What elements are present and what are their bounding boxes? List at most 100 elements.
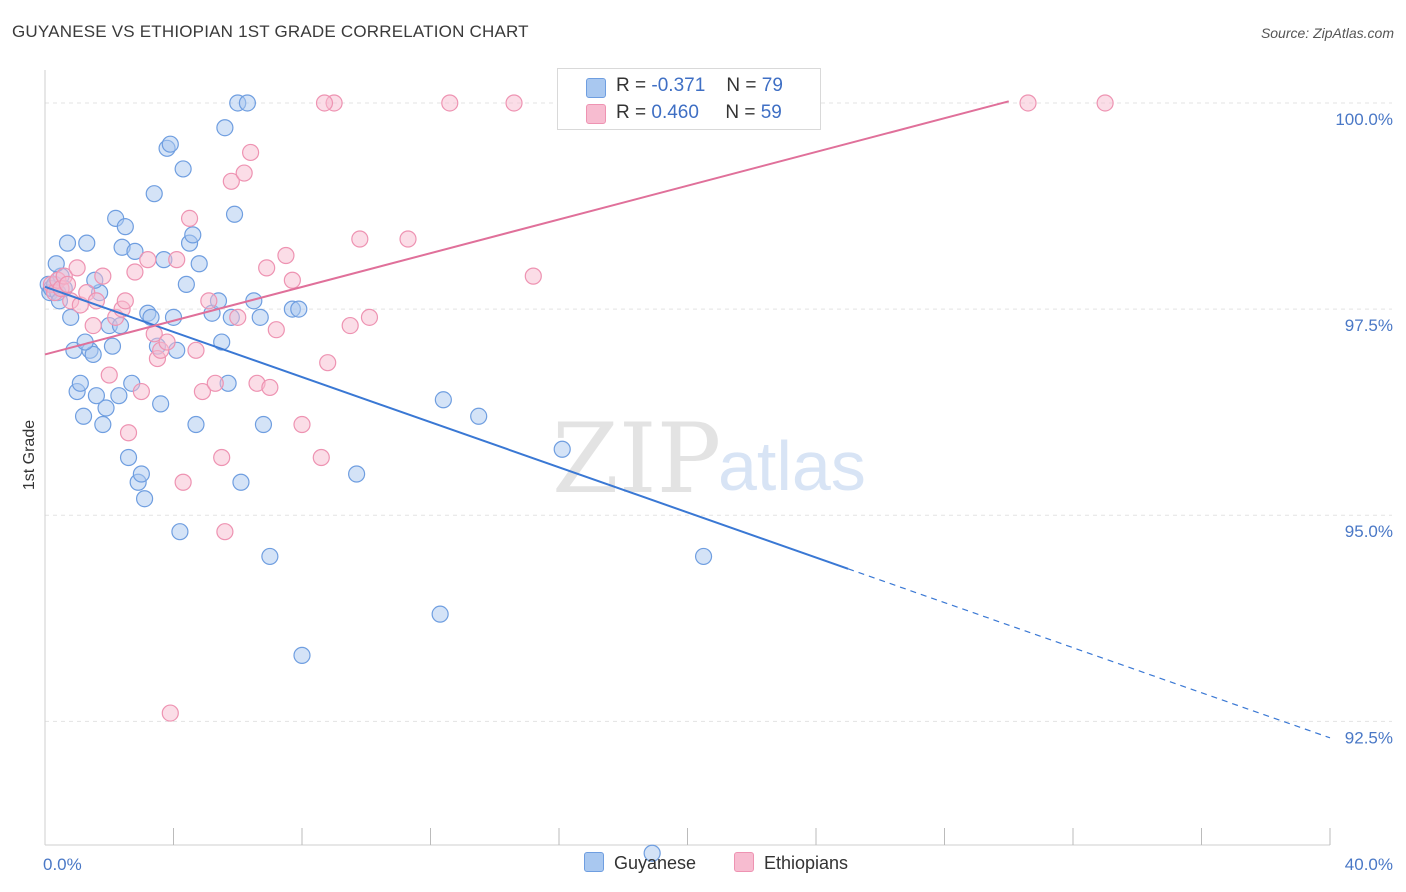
guyanese-point: [553, 440, 571, 458]
ethiopians-point: [293, 415, 311, 434]
ethiopians-point: [229, 308, 247, 326]
guyanese-point: [213, 333, 231, 351]
y-axis-label: 1st Grade: [21, 420, 38, 490]
ethiopians-point: [319, 354, 337, 372]
guyanese-point: [132, 465, 150, 483]
guyanese-point: [348, 465, 366, 483]
guyanese-swatch: [584, 852, 604, 872]
guyanese-point: [171, 523, 189, 541]
guyanese-point: [470, 407, 488, 425]
x-tick-label: 40.0%: [1345, 855, 1393, 874]
guyanese-point: [232, 473, 250, 491]
ethiopians-point: [505, 94, 523, 112]
ethiopians-point: [187, 341, 205, 359]
guyanese-label: Guyanese: [614, 853, 697, 873]
ethiopians-point: [213, 448, 231, 467]
guyanese-point: [225, 205, 244, 223]
guyanese-point: [161, 135, 179, 153]
guyanese-point: [694, 547, 713, 566]
y-tick-label: 100.0%: [1335, 110, 1393, 129]
ethiopians-point: [277, 246, 295, 265]
ethiopians-point: [312, 448, 330, 467]
ethiopians-point: [168, 251, 186, 269]
ethiopians-point: [58, 275, 77, 293]
y-tick-label: 95.0%: [1345, 522, 1393, 541]
guyanese-point: [190, 255, 208, 273]
guyanese-point: [110, 387, 128, 405]
ethiopians-point: [441, 94, 459, 112]
x-tick-label: 0.0%: [43, 855, 82, 874]
guyanese-point: [58, 234, 77, 252]
bottom-legend-ethiopians: Ethiopians: [734, 852, 848, 874]
guyanese-point: [126, 242, 144, 260]
guyanese-point: [254, 415, 273, 434]
guyanese-point: [251, 308, 269, 326]
guyanese-point: [216, 119, 234, 137]
ethiopians-label: Ethiopians: [764, 853, 849, 873]
y-tick-label: 97.5%: [1345, 316, 1393, 335]
ethiopians-trend-line: [44, 100, 1010, 356]
legend-row-ethiopians: R = 0.460 N = 59: [616, 102, 782, 124]
ethiopians-point: [1019, 94, 1037, 112]
legend-r-label: R =: [616, 75, 647, 96]
y-tick-labels: 100.0% 97.5% 95.0% 92.5%: [1335, 110, 1393, 747]
watermark-atlas: atlas: [718, 427, 866, 505]
legend-n-label: N =: [726, 75, 757, 96]
ethiopians-point: [180, 209, 199, 228]
guyanese-point: [119, 448, 138, 467]
ethiopians-point: [126, 263, 144, 281]
ethiopians-point: [360, 308, 379, 326]
guyanese-point: [434, 391, 452, 409]
chart-title: GUYANESE VS ETHIOPIAN 1ST GRADE CORRELAT…: [12, 22, 529, 41]
ethiopians-point: [242, 143, 260, 162]
ethiopians-point: [258, 259, 276, 277]
ethiopians-point: [193, 382, 212, 401]
trend-lines: [44, 100, 1331, 739]
ethiopians-point: [283, 271, 301, 289]
guyanese-point: [643, 844, 661, 862]
guyanese-point: [84, 345, 102, 364]
guyanese-point: [187, 415, 205, 434]
ethiopians-point: [100, 366, 118, 384]
guyanese-point: [145, 185, 163, 203]
guyanese-trend-line: [44, 285, 849, 570]
guyanese-point: [142, 308, 160, 326]
ethiopians-point: [132, 382, 150, 401]
ethiopians-point: [161, 704, 179, 722]
ethiopians-swatch: [734, 852, 754, 872]
ethiopians-point: [235, 164, 253, 182]
ethiopians-point: [267, 321, 285, 339]
ethiopians-point: [119, 424, 138, 442]
legend-n-value: 79: [761, 75, 783, 96]
ethiopians-point: [1096, 94, 1114, 112]
bottom-legend-guyanese: Guyanese: [584, 852, 696, 874]
ethiopians-point: [158, 333, 176, 351]
guyanese-point: [87, 387, 106, 405]
ethiopians-point: [261, 378, 279, 397]
guyanese-point: [71, 374, 89, 392]
guyanese-trend-extension: [847, 568, 1331, 739]
ethiopians-point: [84, 316, 102, 335]
ethiopians-point: [87, 292, 106, 310]
ethiopians-point: [94, 267, 112, 285]
guyanese-point: [177, 275, 195, 293]
ethiopians-point: [200, 292, 218, 310]
guyanese-point: [116, 218, 134, 236]
guyanese-point: [78, 234, 96, 252]
y-tick-label: 92.5%: [1345, 728, 1393, 747]
guyanese-point: [74, 407, 93, 425]
ethiopians-point: [206, 374, 224, 392]
guyanese-point: [261, 547, 279, 566]
ethiopians-point: [222, 172, 240, 190]
watermark: ZIP atlas: [552, 403, 866, 515]
legend-r-value: -0.371: [651, 75, 706, 96]
guyanese-point: [238, 94, 256, 112]
legend-swatch-ethiopians: [586, 104, 606, 124]
ethiopians-point: [68, 259, 86, 277]
legend: R = -0.371 N = 79 R = 0.460 N = 59: [557, 68, 821, 130]
guyanese-point: [47, 255, 65, 273]
ethiopians-point: [174, 473, 192, 491]
guyanese-point: [135, 490, 154, 508]
ethiopians-point: [116, 292, 134, 310]
